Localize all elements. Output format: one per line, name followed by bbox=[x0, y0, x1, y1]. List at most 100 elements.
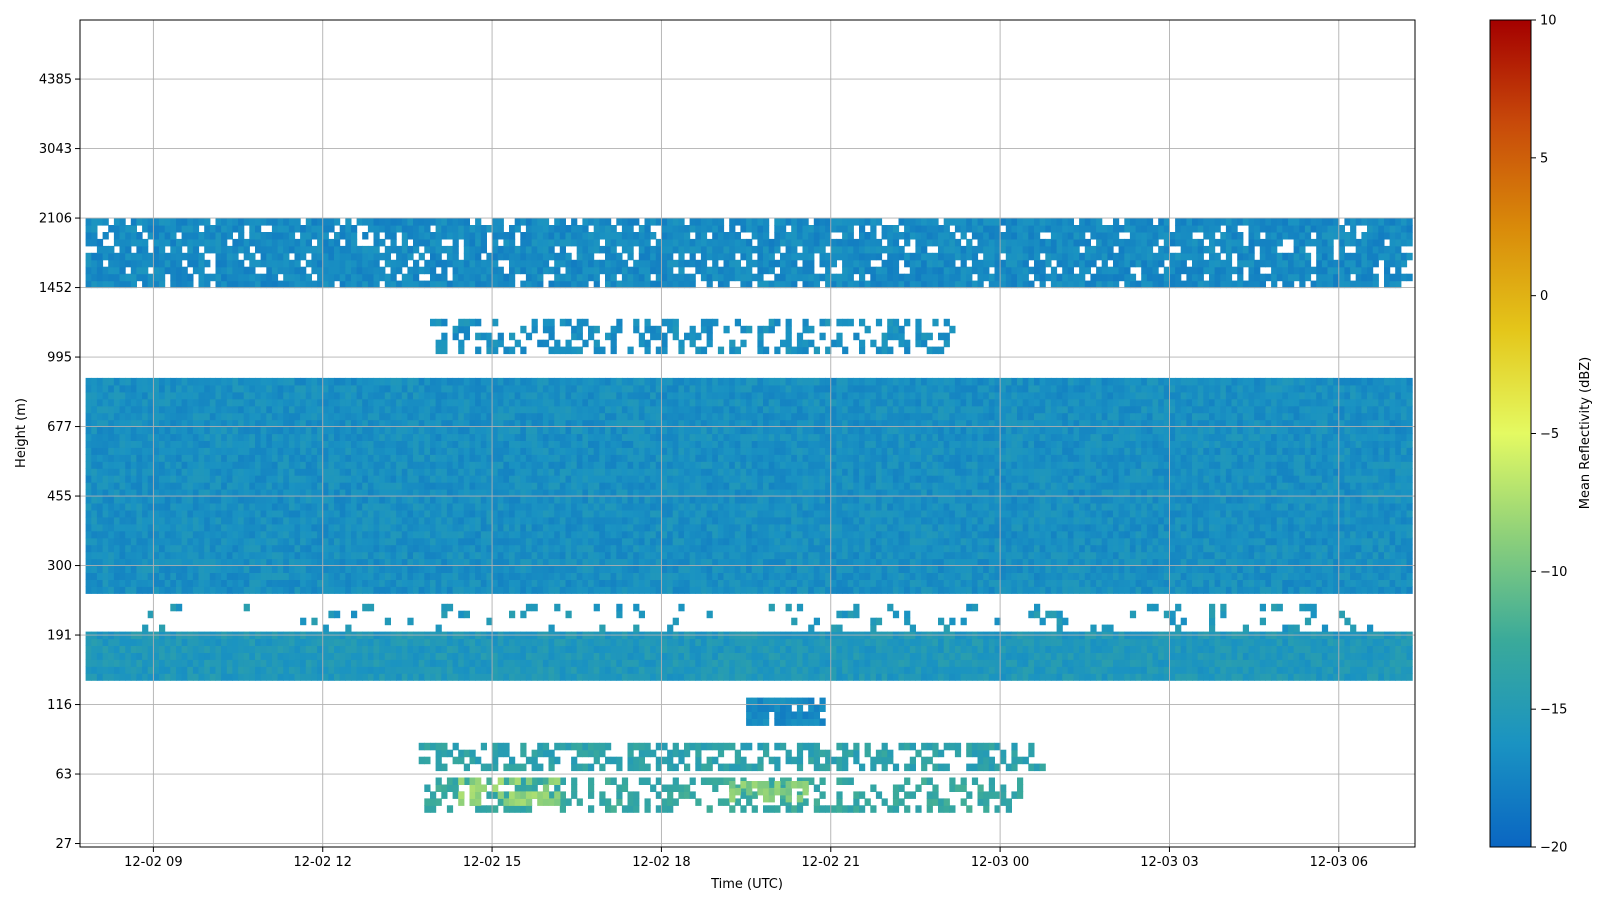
heatmap-cell bbox=[424, 280, 431, 289]
heatmap-cell bbox=[695, 259, 702, 268]
heatmap-cell bbox=[1034, 586, 1041, 594]
heatmap-cell bbox=[125, 586, 132, 594]
heatmap-cell bbox=[689, 273, 696, 282]
heatmap-cell bbox=[627, 544, 634, 553]
heatmap-cell bbox=[763, 558, 770, 567]
heatmap-cell bbox=[875, 565, 883, 573]
heatmap-cell bbox=[1327, 523, 1334, 532]
heatmap-cell bbox=[288, 259, 296, 268]
heatmap-cell bbox=[734, 565, 741, 573]
heatmap-cell bbox=[1146, 572, 1154, 580]
heatmap-cell bbox=[864, 238, 871, 247]
heatmap-cell bbox=[452, 565, 459, 573]
heatmap-cell bbox=[830, 245, 837, 254]
heatmap-cell bbox=[1084, 551, 1091, 560]
heatmap-cell bbox=[717, 218, 725, 226]
heatmap-cell bbox=[531, 273, 538, 282]
heatmap-cell bbox=[977, 579, 984, 587]
heatmap-cell bbox=[1203, 579, 1210, 587]
heatmap-cell bbox=[164, 537, 171, 546]
heatmap-cell bbox=[943, 558, 950, 567]
heatmap-cell bbox=[345, 252, 352, 261]
heatmap-cell bbox=[1146, 565, 1154, 573]
heatmap-cell bbox=[949, 245, 956, 254]
heatmap-cell bbox=[430, 509, 437, 518]
heatmap-cell bbox=[1209, 586, 1216, 594]
heatmap-cell bbox=[147, 572, 154, 580]
heatmap-cell bbox=[887, 586, 894, 594]
heatmap-cell bbox=[644, 516, 651, 525]
heatmap-cell bbox=[509, 266, 516, 275]
heatmap-cell bbox=[192, 266, 200, 275]
heatmap-cell bbox=[847, 252, 854, 261]
heatmap-cell bbox=[1248, 238, 1255, 247]
heatmap-cell bbox=[1304, 232, 1312, 240]
heatmap-cell bbox=[277, 252, 284, 261]
heatmap-cell bbox=[1254, 586, 1261, 594]
heatmap-cell bbox=[1186, 273, 1193, 282]
heatmap-cell bbox=[362, 516, 369, 525]
heatmap-cell bbox=[898, 245, 905, 254]
heatmap-cell bbox=[328, 225, 335, 233]
heatmap-cell bbox=[892, 586, 900, 594]
heatmap-cell bbox=[1022, 218, 1029, 226]
heatmap-cell bbox=[949, 579, 956, 587]
heatmap-cell bbox=[1203, 280, 1210, 289]
heatmap-cell bbox=[1158, 218, 1165, 226]
heatmap-cell bbox=[909, 509, 916, 518]
heatmap-cell bbox=[260, 509, 267, 518]
heatmap-cell bbox=[187, 245, 194, 254]
heatmap-cell bbox=[847, 565, 854, 573]
heatmap-cell bbox=[271, 280, 279, 289]
heatmap-cell bbox=[559, 259, 566, 268]
heatmap-cell bbox=[469, 225, 476, 233]
heatmap-cell bbox=[492, 232, 499, 240]
heatmap-cell bbox=[1146, 558, 1154, 567]
heatmap-cell bbox=[734, 537, 741, 546]
heatmap-cell bbox=[1248, 523, 1255, 532]
heatmap-cell bbox=[1378, 232, 1385, 240]
heatmap-cell bbox=[740, 218, 747, 226]
heatmap-cell bbox=[1209, 225, 1216, 233]
heatmap-cell bbox=[1288, 572, 1295, 580]
heatmap-cell bbox=[1299, 218, 1306, 226]
heatmap-cell bbox=[136, 509, 143, 518]
heatmap-cell bbox=[339, 523, 346, 532]
heatmap-cell bbox=[695, 245, 702, 254]
heatmap-cell bbox=[1237, 273, 1244, 282]
heatmap-cell bbox=[1169, 523, 1176, 532]
heatmap-cell bbox=[1384, 558, 1391, 567]
heatmap-cell bbox=[446, 218, 454, 226]
heatmap-cell bbox=[441, 266, 448, 275]
heatmap-cell bbox=[864, 259, 871, 268]
heatmap-cell bbox=[379, 523, 386, 532]
heatmap-cell bbox=[672, 565, 679, 573]
heatmap-cell bbox=[1333, 586, 1340, 594]
heatmap-cell bbox=[1050, 252, 1058, 261]
heatmap-cell bbox=[119, 565, 126, 573]
heatmap-cell bbox=[678, 516, 685, 525]
heatmap-cell bbox=[159, 523, 166, 532]
heatmap-cell bbox=[751, 551, 758, 560]
heatmap-cell bbox=[1146, 280, 1154, 289]
heatmap-cell bbox=[1378, 579, 1385, 587]
heatmap-cell bbox=[667, 238, 674, 247]
heatmap-cell bbox=[249, 586, 256, 594]
heatmap-cell bbox=[875, 218, 883, 226]
heatmap-cell bbox=[458, 516, 465, 525]
heatmap-cell bbox=[943, 572, 950, 580]
heatmap-cell bbox=[768, 266, 775, 275]
heatmap-cell bbox=[774, 346, 781, 355]
heatmap-cell bbox=[605, 544, 612, 553]
heatmap-cell bbox=[836, 509, 843, 518]
heatmap-cell bbox=[339, 579, 346, 587]
heatmap-cell bbox=[1225, 565, 1233, 573]
heatmap-cell bbox=[1271, 259, 1278, 268]
heatmap-cell bbox=[571, 225, 578, 233]
heatmap-cell bbox=[170, 523, 177, 532]
heatmap-cell bbox=[960, 544, 967, 553]
heatmap-cell bbox=[1225, 509, 1233, 518]
heatmap-cell bbox=[176, 523, 183, 532]
heatmap-cell bbox=[1090, 252, 1097, 261]
heatmap-cell bbox=[334, 586, 341, 594]
